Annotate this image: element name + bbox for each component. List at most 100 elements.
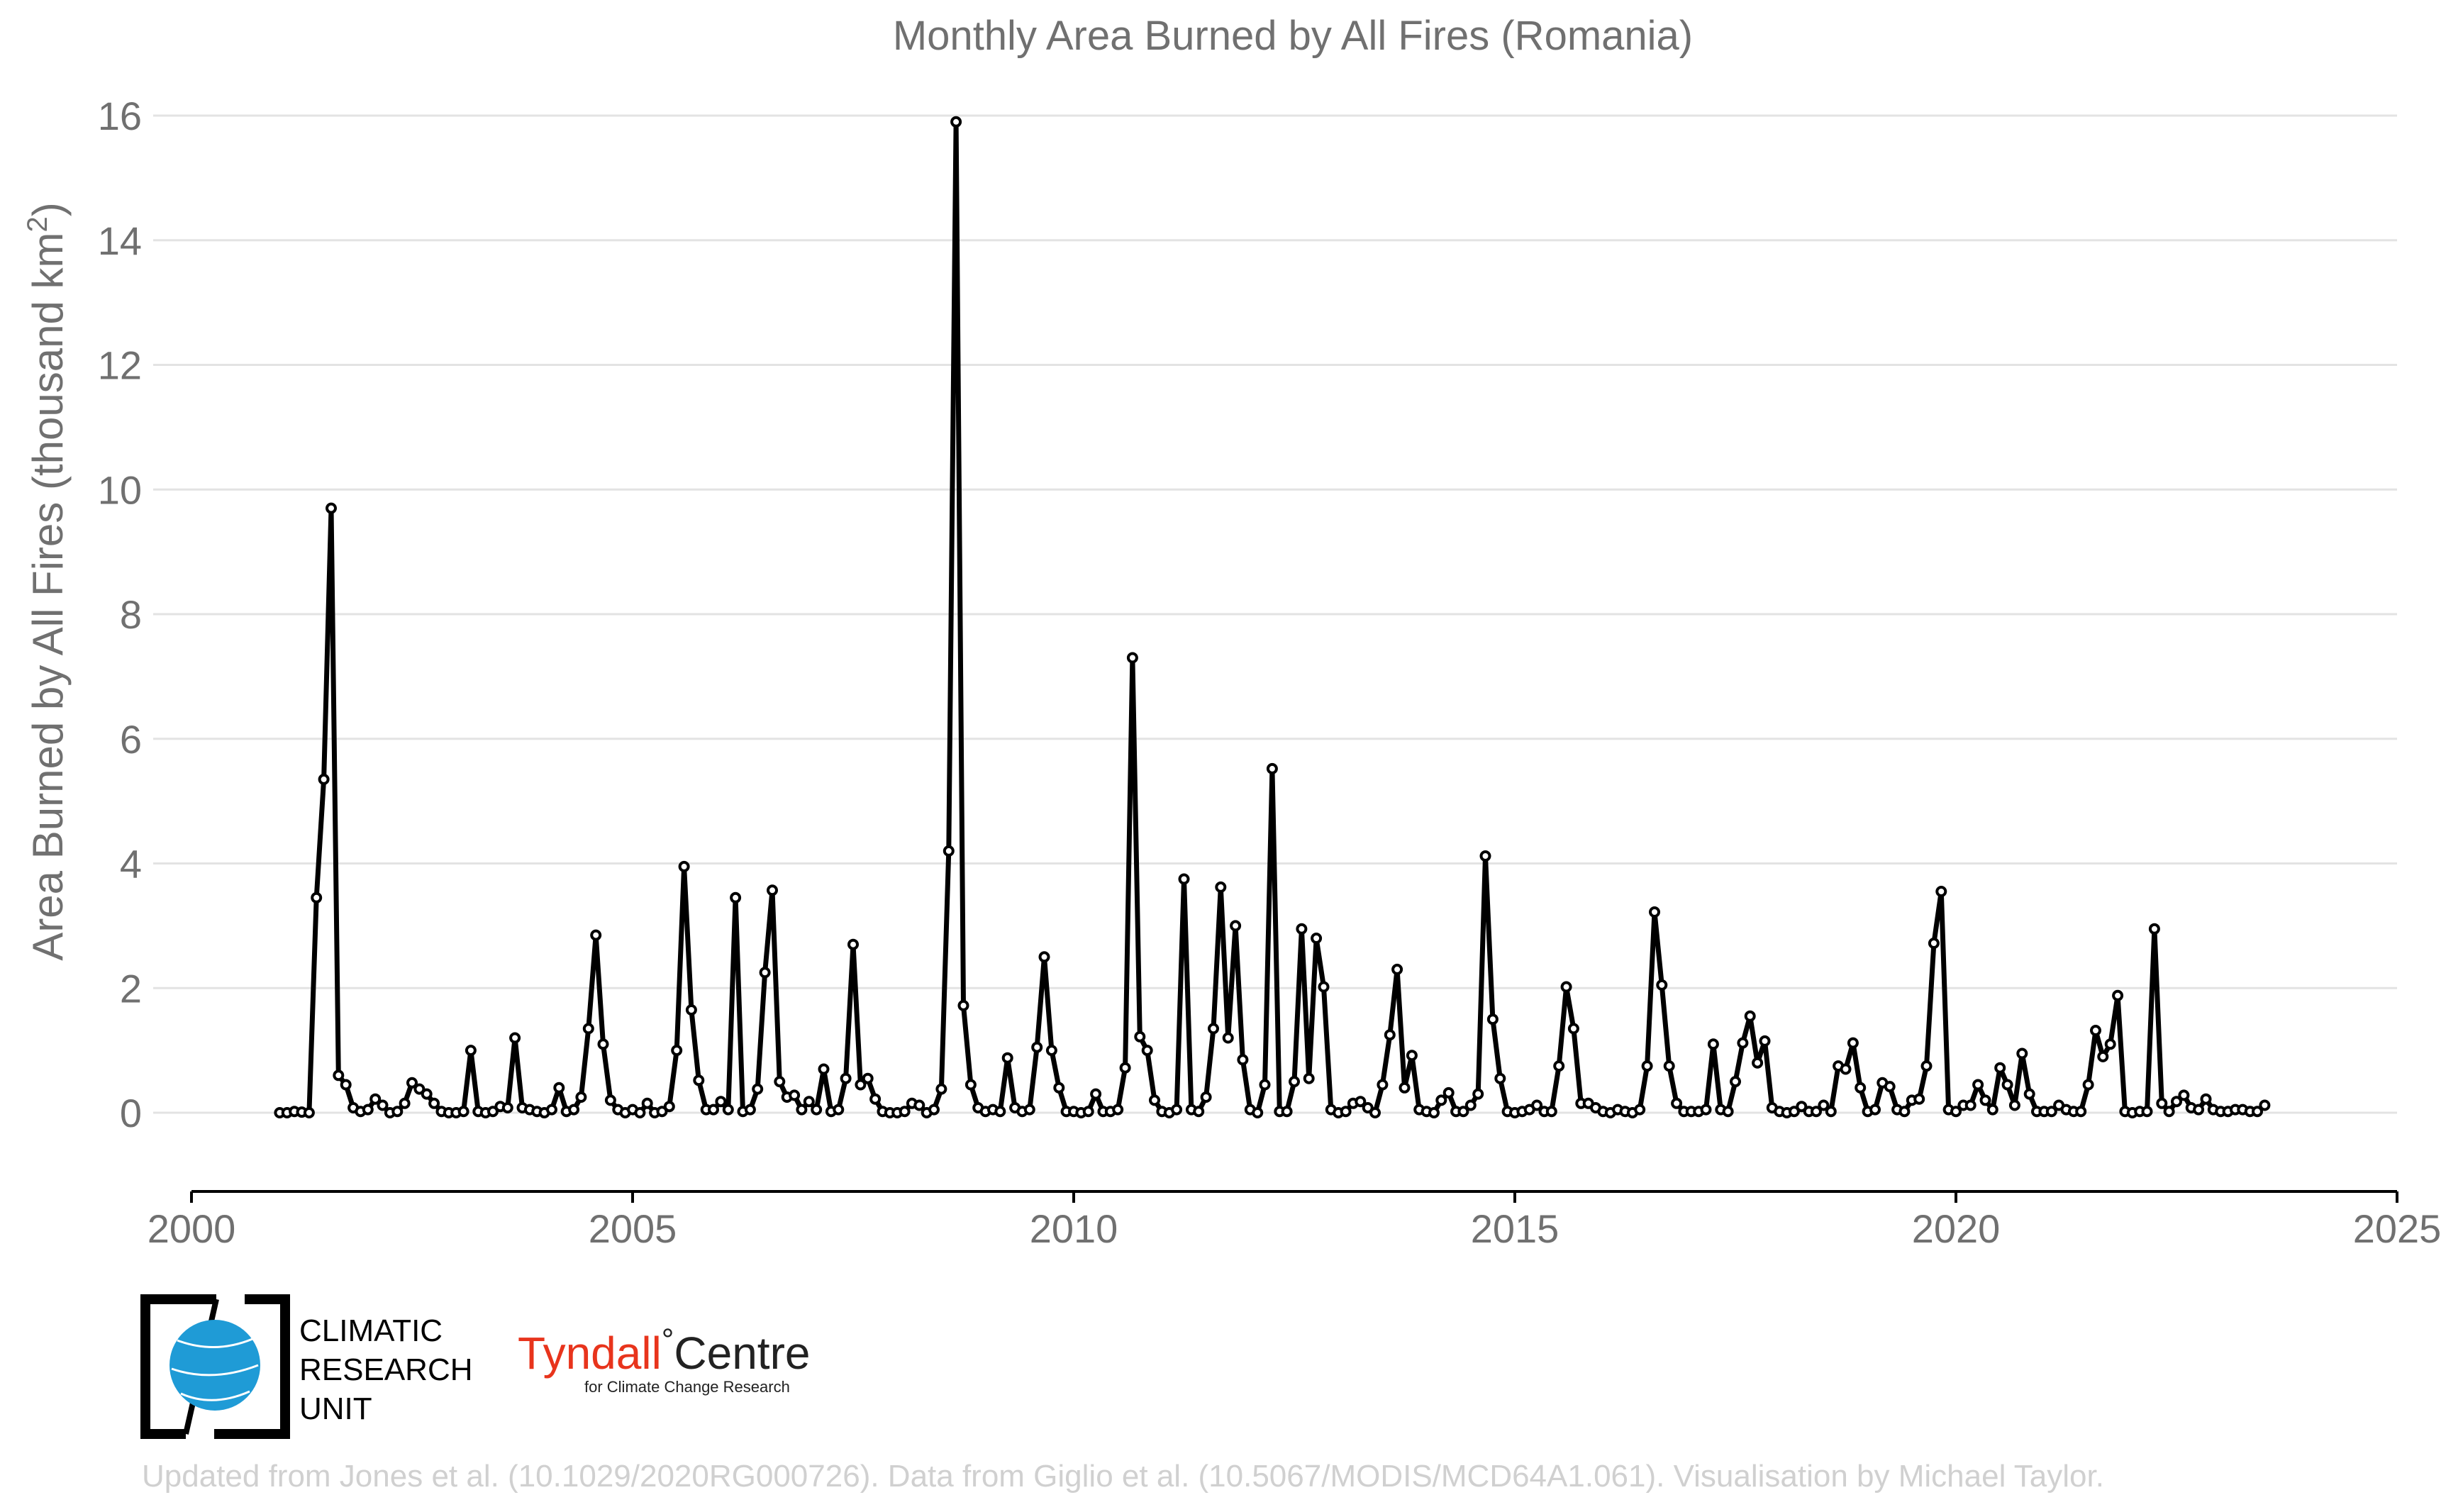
data-point <box>641 1097 653 1109</box>
data-point <box>869 1093 882 1105</box>
data-point <box>1744 1010 1756 1022</box>
data-point <box>1759 1035 1771 1047</box>
data-point <box>1200 1091 1212 1103</box>
tyndall-subtitle: for Climate Change Research <box>584 1378 790 1396</box>
data-point <box>1553 1060 1565 1072</box>
data-point <box>862 1072 874 1084</box>
data-point <box>2090 1025 2101 1036</box>
data-point <box>1737 1037 1749 1049</box>
data-point <box>1318 981 1330 993</box>
data-point <box>1811 1106 1822 1118</box>
data-point <box>597 1038 609 1050</box>
data-point <box>333 1069 345 1082</box>
data-point <box>2001 1079 2013 1091</box>
y-axis-label-end: ) <box>24 202 72 216</box>
data-point <box>1237 1054 1249 1066</box>
data-point <box>1472 1088 1484 1100</box>
data-point <box>369 1093 382 1105</box>
data-point <box>1986 1104 1998 1116</box>
data-point <box>1193 1106 1205 1118</box>
data-point <box>1972 1079 1984 1091</box>
x-tick-label: 2025 <box>2353 1206 2442 1251</box>
data-point <box>1296 923 1308 935</box>
y-axis-label-base: Area Burned by All Fires (thousand km <box>24 233 72 961</box>
data-point <box>1634 1104 1646 1116</box>
data-point <box>1928 938 1940 949</box>
data-point <box>663 1101 675 1113</box>
data-point <box>1442 1086 1455 1099</box>
tyndall-logo-text: Tyndall°Centre <box>518 1323 810 1379</box>
tyndall-logo: Tyndall°Centre for Climate Change Resear… <box>518 1323 810 1396</box>
data-point <box>935 1083 947 1095</box>
data-point <box>796 1104 808 1116</box>
data-point <box>1788 1106 1800 1118</box>
data-point <box>1406 1050 1418 1062</box>
data-point <box>2045 1106 2057 1118</box>
data-point <box>2163 1106 2175 1118</box>
tyndall-degree: ° <box>662 1323 674 1357</box>
data-point <box>1112 1104 1124 1116</box>
data-point <box>487 1106 499 1118</box>
data-point <box>1869 1104 1881 1116</box>
data-point <box>656 1106 668 1118</box>
y-tick-label: 2 <box>120 966 142 1011</box>
data-point <box>811 1104 823 1116</box>
data-point <box>318 773 330 785</box>
data-point <box>2259 1099 2271 1111</box>
chart-title: Monthly Area Burned by All Fires (Romani… <box>893 13 1693 59</box>
data-point <box>2148 923 2160 935</box>
data-point <box>693 1074 705 1086</box>
data-point <box>2016 1047 2028 1060</box>
data-point <box>1369 1107 1381 1118</box>
data-point <box>1090 1088 1102 1100</box>
data-point <box>1950 1106 1962 1118</box>
data-point <box>604 1094 616 1106</box>
data-point <box>1752 1057 1764 1069</box>
grid-lines <box>153 114 2397 1114</box>
data-point <box>1855 1082 1867 1094</box>
data-point <box>553 1082 565 1094</box>
data-point <box>847 938 859 950</box>
data-point <box>671 1045 683 1057</box>
data-point <box>1479 850 1491 862</box>
data-points <box>274 116 2271 1118</box>
data-point <box>413 1083 426 1095</box>
data-point <box>399 1097 411 1109</box>
data-point <box>428 1097 440 1109</box>
data-point <box>1281 1106 1293 1118</box>
data-point <box>840 1072 852 1084</box>
data-point <box>1053 1082 1065 1094</box>
data-point <box>2104 1038 2116 1050</box>
data-point <box>715 1096 727 1108</box>
x-tick-label: 2000 <box>148 1206 236 1251</box>
data-point <box>1825 1106 1837 1118</box>
data-point <box>767 884 778 896</box>
tyndall-centre: Centre <box>674 1328 810 1379</box>
data-point <box>326 502 337 514</box>
data-point <box>1141 1045 1153 1057</box>
y-tick-label: 8 <box>120 592 142 637</box>
data-point <box>1031 1041 1043 1053</box>
data-point <box>362 1104 374 1116</box>
data-point <box>913 1099 925 1111</box>
data-point <box>1847 1037 1859 1049</box>
data-point <box>1567 1023 1579 1035</box>
data-point <box>1671 1097 1683 1109</box>
data-point <box>1641 1060 1653 1072</box>
data-point <box>752 1083 764 1095</box>
data-point <box>1649 906 1660 918</box>
data-point <box>377 1099 389 1111</box>
data-point <box>1149 1094 1160 1106</box>
data-point <box>1377 1079 1389 1091</box>
cru-line-1: CLIMATIC <box>299 1313 443 1348</box>
data-point <box>789 1089 801 1101</box>
data-point <box>1391 963 1403 975</box>
data-point <box>501 1102 513 1113</box>
data-point <box>1178 873 1190 885</box>
data-point <box>1464 1099 1477 1111</box>
data-point <box>774 1076 786 1088</box>
data-point <box>303 1107 315 1118</box>
data-point <box>803 1096 815 1108</box>
data-point <box>1171 1104 1183 1116</box>
